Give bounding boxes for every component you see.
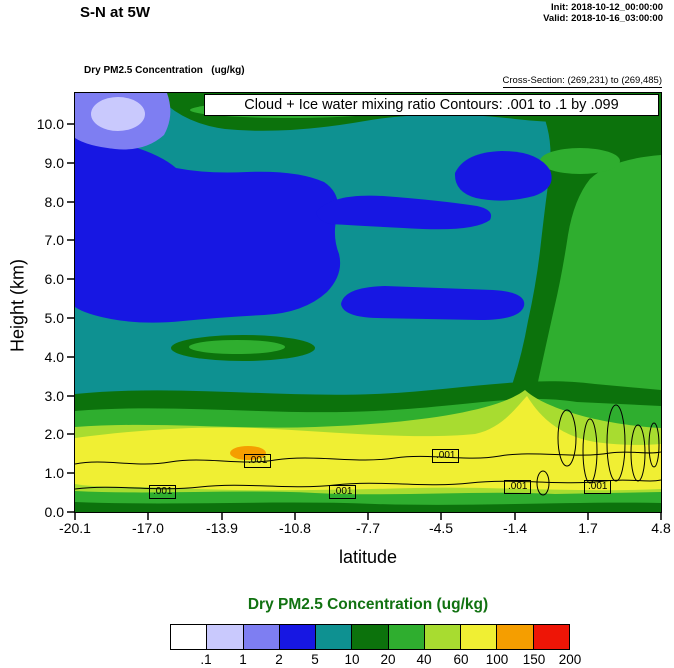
init-time: Init: 2018-10-12_00:00:00 [551,2,663,13]
cloud-ice-contours [75,404,661,496]
y-tick-label: 0.0 [44,504,64,520]
y-tick-label: 3.0 [44,388,64,404]
x-tick-label: -10.8 [279,520,311,536]
colorbar-tick-label: 20 [380,652,396,667]
pm25-contour-field [75,93,661,512]
colorbar-tick-label: 40 [416,652,432,667]
colorbar-swatch [423,624,462,650]
x-tick-label: 4.8 [651,520,671,536]
valid-time: Valid: 2018-10-16_03:00:00 [543,13,663,24]
y-tick-label: 10.0 [36,116,64,132]
y-tick-label: 8.0 [44,194,64,210]
field-label-pm25: Dry PM2.5 Concentration (ug/kg) [84,65,245,76]
contour-label: .001 [504,480,532,494]
cross-section-plot: Cloud + Ice water mixing ratio Contours:… [74,92,662,513]
y-tick-label: 5.0 [44,310,64,326]
x-tick-label: -1.4 [502,520,528,536]
page-title: S-N at 5W [80,4,151,21]
contour-label: .001 [244,454,272,468]
colorbar-tick-label: 1 [239,652,247,667]
contour-label: .001 [584,480,612,494]
init-valid-block: Init: 2018-10-12_00:00:00 Valid: 2018-10… [543,2,663,24]
colorbar-swatch [206,624,244,650]
colorbar-tick-label: 100 [485,652,509,667]
colorbar-swatch [170,624,208,650]
colorbar [170,624,570,650]
y-axis-title: Height (km) [7,259,28,353]
x-tick-label: -17.0 [132,520,164,536]
contour-label: .001 [432,449,460,463]
x-tick-label: -20.1 [59,520,91,536]
colorbar-swatch [351,624,389,650]
legend-title: Dry PM2.5 Concentration (ug/kg) [247,596,489,613]
cross-section-label: Cross-Section: (269,231) to (269,485) [502,75,662,88]
x-tick-label: 1.7 [578,520,598,536]
y-tick-label: 1.0 [44,465,64,481]
y-tick-label: 9.0 [44,155,64,171]
colorbar-swatch [532,624,570,650]
colorbar-tick-label: 200 [558,652,582,667]
colorbar-tick-label: .1 [200,652,212,667]
colorbar-swatch [315,624,353,650]
colorbar-swatch [242,624,280,650]
colorbar-tick-label: 10 [344,652,360,667]
contour-label: .001 [329,485,357,499]
colorbar-tick-label: 150 [522,652,546,667]
colorbar-swatch [278,624,317,650]
contour-label: .001 [149,485,177,499]
x-tick-label: -4.5 [428,520,454,536]
colorbar-tick-label: 2 [275,652,283,667]
y-tick-label: 2.0 [44,426,64,442]
y-tick-label: 7.0 [44,232,64,248]
y-tick-label: 4.0 [44,349,64,365]
colorbar-tick-label: 5 [311,652,319,667]
colorbar-tick-label: 60 [453,652,469,667]
colorbar-swatch [387,624,425,650]
x-tick-label: -7.7 [355,520,381,536]
contour-info-banner: Cloud + Ice water mixing ratio Contours:… [204,94,659,116]
x-tick-label: -13.9 [206,520,238,536]
colorbar-swatch [460,624,498,650]
x-axis-title: latitude [338,547,398,567]
colorbar-swatch [496,624,534,650]
y-tick-label: 6.0 [44,271,64,287]
